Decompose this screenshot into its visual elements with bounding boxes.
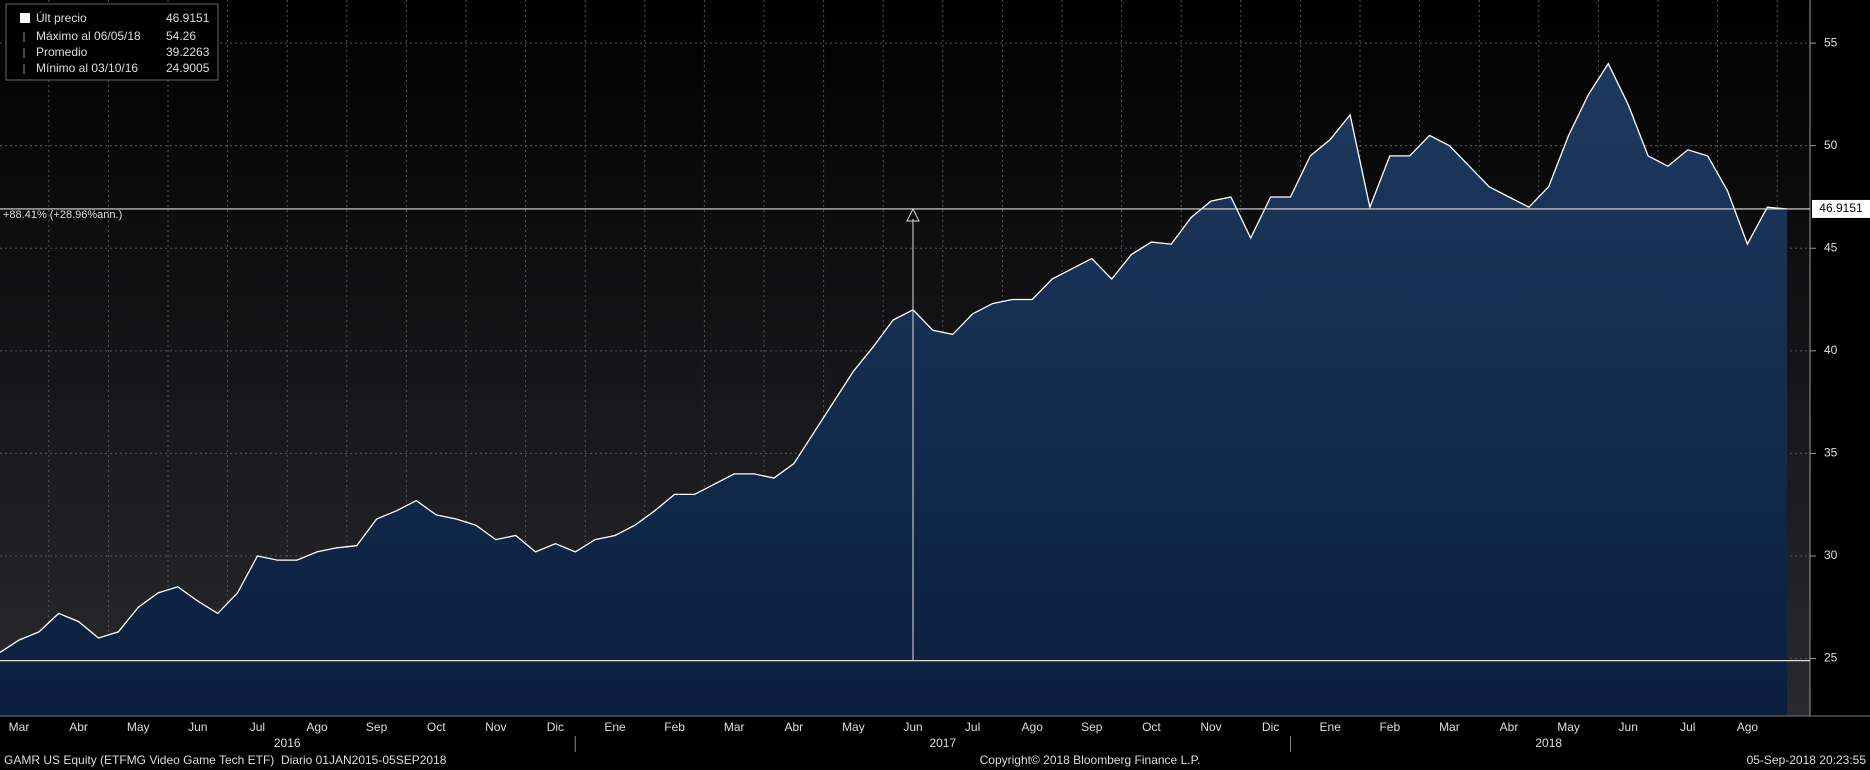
- last-price-box: [1812, 199, 1870, 218]
- legend-value: 46.9151: [166, 11, 210, 25]
- x-tick-label: Ene: [1320, 720, 1342, 734]
- footer-right: 05-Sep-2018 20:23:55: [1747, 753, 1867, 767]
- x-tick-label: Ago: [306, 720, 328, 734]
- legend-value: 24.9005: [166, 61, 210, 75]
- year-label: 2018: [1535, 736, 1562, 750]
- x-tick-label: Jun: [188, 720, 207, 734]
- x-tick-label: Abr: [1500, 720, 1519, 734]
- x-tick-label: Oct: [1142, 720, 1161, 734]
- legend-box: [5, 3, 219, 81]
- x-tick-label: Jul: [1680, 720, 1695, 734]
- y-tick-label: 50: [1824, 138, 1838, 152]
- legend-label: Últ precio: [36, 10, 87, 25]
- x-tick-label: May: [842, 720, 865, 734]
- x-tick-label: Mar: [1439, 720, 1460, 734]
- x-tick-label: Mar: [9, 720, 30, 734]
- x-tick-label: Abr: [69, 720, 88, 734]
- x-tick-label: Mar: [724, 720, 745, 734]
- y-tick-label: 30: [1824, 548, 1838, 562]
- footer-center: Copyright© 2018 Bloomberg Finance L.P.: [980, 753, 1201, 767]
- x-tick-label: Jul: [965, 720, 980, 734]
- arrow-head: [906, 207, 920, 222]
- y-tick-label: 45: [1824, 240, 1838, 254]
- x-tick-label: Dic: [1262, 720, 1279, 734]
- footer-left: GAMR US Equity (ETFMG Video Game Tech ET…: [4, 753, 447, 767]
- x-tick-label: Feb: [1379, 720, 1400, 734]
- change-annotation: +88.41% (+28.96%ann.): [3, 209, 122, 221]
- x-tick-label: Jul: [250, 720, 265, 734]
- legend-label: Máximo al 06/05/18: [36, 29, 141, 43]
- y-tick-label: 40: [1824, 343, 1838, 357]
- x-tick-label: Ago: [1022, 720, 1044, 734]
- year-label: 2017: [929, 736, 956, 750]
- x-tick-label: May: [1557, 720, 1580, 734]
- x-tick-label: Nov: [1200, 720, 1221, 734]
- legend-label: Mínimo al 03/10/16: [36, 61, 138, 75]
- x-tick-label: Sep: [366, 720, 388, 734]
- x-tick-label: Abr: [784, 720, 803, 734]
- y-tick-label: 55: [1824, 35, 1838, 49]
- y-tick-label: 35: [1824, 446, 1838, 460]
- x-tick-label: Oct: [427, 720, 446, 734]
- x-tick-label: Dic: [547, 720, 564, 734]
- x-tick-label: Nov: [485, 720, 506, 734]
- x-tick-label: Sep: [1081, 720, 1103, 734]
- x-tick-label: Jun: [1619, 720, 1638, 734]
- x-tick-label: Jun: [903, 720, 922, 734]
- x-tick-label: Ago: [1737, 720, 1759, 734]
- price-line: [0, 62, 1788, 653]
- legend-value: 39.2263: [166, 45, 210, 59]
- x-tick-label: Ene: [604, 720, 626, 734]
- last-price-label: 46.9151: [1819, 201, 1863, 215]
- y-tick-label: 25: [1824, 651, 1838, 665]
- legend-value: 54.26: [166, 29, 196, 43]
- year-label: 2016: [274, 736, 301, 750]
- legend-swatch: [20, 13, 30, 23]
- area: [0, 63, 1788, 717]
- legend-label: Promedio: [36, 45, 88, 59]
- x-tick-label: Feb: [664, 720, 685, 734]
- x-tick-label: May: [127, 720, 150, 734]
